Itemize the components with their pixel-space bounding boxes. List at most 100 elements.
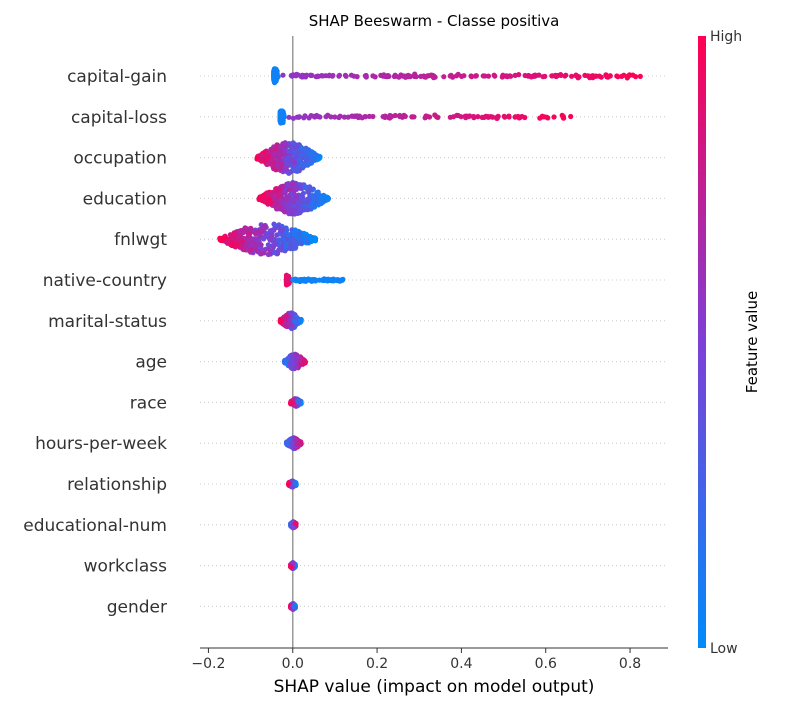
data-point bbox=[278, 149, 284, 155]
data-point bbox=[306, 115, 312, 121]
feature-label: educational-num bbox=[23, 516, 167, 536]
data-point bbox=[486, 114, 492, 120]
data-point bbox=[302, 276, 308, 283]
data-point bbox=[276, 242, 282, 248]
data-point bbox=[325, 276, 331, 282]
data-point bbox=[240, 230, 246, 236]
data-point bbox=[292, 318, 298, 324]
data-point bbox=[225, 238, 231, 244]
data-point bbox=[285, 232, 291, 238]
data-point bbox=[259, 157, 265, 163]
data-point bbox=[297, 206, 303, 212]
data-point bbox=[269, 233, 275, 239]
data-point bbox=[289, 73, 295, 79]
data-point bbox=[290, 140, 296, 146]
data-point bbox=[218, 237, 224, 243]
data-point bbox=[265, 242, 271, 248]
data-point bbox=[275, 238, 282, 244]
data-point bbox=[268, 200, 274, 206]
data-point bbox=[473, 73, 479, 79]
data-point bbox=[277, 192, 283, 198]
data-point bbox=[293, 520, 299, 527]
data-point bbox=[280, 72, 286, 78]
data-point bbox=[284, 194, 290, 200]
data-point bbox=[516, 72, 522, 78]
data-point bbox=[294, 185, 300, 191]
data-point bbox=[288, 190, 294, 197]
data-point bbox=[311, 113, 317, 119]
data-point bbox=[380, 72, 386, 78]
data-point bbox=[303, 234, 309, 240]
data-point bbox=[300, 190, 306, 196]
feature-labels: capital-gain capital-loss occupation educat… bbox=[23, 67, 167, 617]
data-point bbox=[296, 157, 303, 163]
data-point bbox=[555, 72, 561, 79]
data-point bbox=[325, 112, 331, 118]
data-point bbox=[270, 190, 276, 196]
data-point bbox=[310, 277, 316, 283]
data-point bbox=[431, 73, 437, 79]
data-point bbox=[336, 72, 343, 78]
data-point bbox=[293, 365, 299, 371]
data-point bbox=[590, 73, 596, 79]
data-point bbox=[351, 113, 358, 120]
data-point bbox=[528, 73, 534, 80]
data-point bbox=[450, 114, 457, 120]
data-point bbox=[293, 240, 299, 246]
data-point bbox=[463, 115, 469, 121]
data-point bbox=[265, 191, 271, 197]
data-point bbox=[294, 277, 300, 283]
data-point bbox=[272, 150, 278, 156]
data-point bbox=[235, 242, 241, 248]
data-point bbox=[286, 170, 292, 176]
data-point bbox=[272, 71, 279, 77]
data-point bbox=[604, 74, 610, 80]
data-point bbox=[372, 74, 378, 80]
data-point bbox=[308, 72, 314, 79]
feature-label: age bbox=[135, 353, 167, 373]
data-point bbox=[296, 114, 302, 120]
data-point bbox=[290, 181, 296, 187]
data-point bbox=[297, 235, 303, 241]
data-point bbox=[343, 73, 349, 79]
data-point bbox=[271, 227, 277, 233]
data-point bbox=[311, 236, 317, 242]
data-point bbox=[569, 73, 575, 79]
data-point bbox=[633, 74, 639, 80]
data-point bbox=[461, 73, 467, 79]
data-point bbox=[469, 74, 475, 80]
data-point bbox=[253, 230, 259, 236]
data-point bbox=[455, 71, 461, 77]
data-point bbox=[423, 113, 429, 119]
data-point bbox=[458, 114, 464, 120]
data-point bbox=[298, 318, 304, 324]
data-point bbox=[307, 160, 313, 166]
data-point bbox=[288, 238, 294, 245]
data-point bbox=[298, 73, 304, 79]
data-point bbox=[537, 115, 543, 121]
data-point bbox=[257, 196, 263, 202]
data-point bbox=[293, 73, 299, 79]
data-point bbox=[315, 73, 321, 79]
data-point bbox=[281, 152, 288, 158]
data-point bbox=[362, 73, 368, 79]
data-point bbox=[391, 73, 397, 80]
colorbar-label: Feature value bbox=[743, 291, 761, 393]
data-point bbox=[290, 400, 296, 406]
data-point bbox=[286, 211, 292, 217]
data-point bbox=[397, 112, 403, 119]
data-point bbox=[387, 112, 393, 119]
data-point bbox=[273, 78, 279, 84]
data-point bbox=[293, 152, 299, 158]
x-tick-label: 0.0 bbox=[282, 656, 304, 672]
data-point bbox=[506, 113, 512, 119]
data-point bbox=[301, 358, 307, 364]
data-point bbox=[332, 114, 338, 120]
feature-label: fnlwgt bbox=[114, 230, 167, 250]
data-points bbox=[217, 66, 643, 613]
data-point bbox=[560, 114, 566, 121]
data-point bbox=[268, 158, 274, 164]
x-tick-label: 0.2 bbox=[366, 656, 388, 672]
data-point bbox=[247, 230, 253, 236]
data-point bbox=[491, 72, 497, 78]
